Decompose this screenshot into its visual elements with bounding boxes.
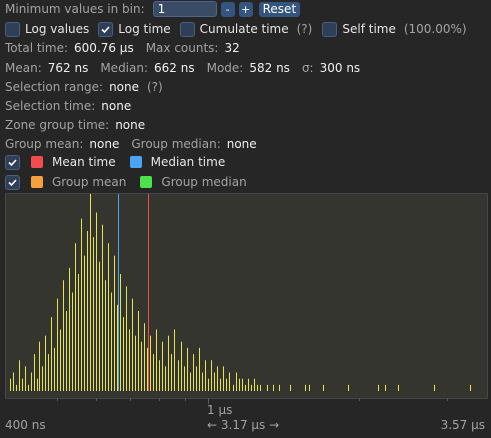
selection-time-value: none bbox=[101, 99, 132, 113]
min-values-label: Minimum values in bin: bbox=[5, 2, 145, 16]
group-stats-row: Group mean: none Group median: none bbox=[5, 135, 257, 153]
selection-range-label: Selection range: bbox=[5, 80, 104, 94]
zone-group-time-row: Zone group time: none bbox=[5, 116, 145, 134]
mode-value: 582 ns bbox=[249, 61, 290, 75]
selection-range-row: Selection range: none (?) bbox=[5, 78, 163, 96]
sigma-value: 300 ns bbox=[319, 61, 361, 75]
zone-group-time-label: Zone group time: bbox=[5, 118, 110, 132]
log-values-toggle[interactable]: Log values bbox=[5, 21, 90, 37]
mean-time-swatch bbox=[31, 156, 43, 168]
selection-time-row: Selection time: none bbox=[5, 97, 131, 115]
self-time-label: Self time bbox=[342, 22, 396, 36]
mode-label: Mode: bbox=[206, 61, 244, 75]
group-mean-legend-label: Group mean bbox=[52, 175, 127, 189]
group-median-swatch bbox=[140, 176, 153, 188]
axis-minor-tick bbox=[130, 398, 131, 401]
increment-button[interactable]: + bbox=[238, 1, 253, 17]
axis-minor-tick bbox=[359, 398, 360, 401]
axis-min-label: 400 ns bbox=[5, 418, 46, 432]
group-mean-value: none bbox=[89, 137, 120, 151]
legend-row-group: Group mean Group median bbox=[5, 173, 247, 191]
median-label: Median: bbox=[100, 61, 149, 75]
axis-mid-label: 1 µs bbox=[207, 403, 233, 417]
sigma-label: σ: bbox=[301, 61, 314, 75]
group-median-legend-label: Group median bbox=[161, 175, 247, 189]
axis-major-tick bbox=[208, 398, 209, 404]
median-time-swatch bbox=[129, 156, 142, 168]
min-values-input[interactable]: 1 bbox=[152, 1, 217, 17]
axis-minor-tick bbox=[447, 398, 448, 401]
log-values-label: Log values bbox=[25, 22, 90, 36]
cumulate-time-toggle[interactable]: Cumulate time bbox=[179, 21, 289, 37]
selection-range-help-icon[interactable]: (?) bbox=[147, 80, 163, 94]
axis-minor-tick bbox=[185, 398, 186, 401]
cumulate-time-checkbox[interactable] bbox=[179, 21, 195, 37]
legend-row-time: Mean time Median time bbox=[5, 153, 225, 171]
log-values-checkbox[interactable] bbox=[5, 21, 20, 37]
log-time-label: Log time bbox=[118, 22, 171, 36]
total-time-value: 600.76 µs bbox=[74, 41, 134, 55]
log-time-toggle[interactable]: Log time bbox=[98, 21, 171, 37]
group-mean-checkbox[interactable] bbox=[5, 174, 20, 190]
max-counts-label: Max counts: bbox=[145, 41, 219, 55]
group-median-value: none bbox=[226, 137, 257, 151]
decrement-button[interactable]: - bbox=[220, 1, 235, 17]
self-time-percentage: (100.00%) bbox=[403, 22, 467, 36]
self-time-toggle[interactable]: Self time bbox=[322, 21, 396, 37]
group-mean-swatch bbox=[31, 176, 43, 188]
reset-button[interactable]: Reset bbox=[258, 1, 301, 17]
total-time-label: Total time: bbox=[5, 41, 68, 55]
cumulate-time-label: Cumulate time bbox=[199, 22, 289, 36]
mean-value: 762 ns bbox=[47, 61, 89, 75]
min-values-row: Minimum values in bin: 1 - + Reset bbox=[5, 0, 301, 18]
axis-minor-tick bbox=[159, 398, 160, 401]
axis-range-label: ← 3.17 µs → bbox=[207, 418, 280, 432]
mean-time-checkbox[interactable] bbox=[5, 154, 20, 170]
mean-label: Mean: bbox=[5, 61, 42, 75]
cumulate-help-icon[interactable]: (?) bbox=[296, 22, 313, 36]
totals-row: Total time: 600.76 µs Max counts: 32 bbox=[5, 39, 240, 57]
options-row: Log values Log time Cumulate time (?) Se… bbox=[5, 20, 467, 38]
selection-time-label: Selection time: bbox=[5, 99, 96, 113]
axis-minor-tick bbox=[57, 398, 58, 401]
group-median-label: Group median: bbox=[131, 137, 221, 151]
median-value: 662 ns bbox=[154, 61, 195, 75]
stats-row: Mean: 762 ns Median: 662 ns Mode: 582 ns… bbox=[5, 59, 360, 77]
log-time-checkbox[interactable] bbox=[98, 21, 114, 37]
axis-minor-tick bbox=[96, 398, 97, 401]
mean-time-label: Mean time bbox=[52, 155, 116, 169]
zone-group-time-value: none bbox=[115, 118, 146, 132]
self-time-checkbox[interactable] bbox=[322, 21, 338, 37]
histogram-plot[interactable] bbox=[5, 193, 488, 399]
histogram-svg bbox=[10, 194, 471, 391]
axis-max-label: 3.57 µs bbox=[440, 418, 485, 432]
max-counts-value: 32 bbox=[224, 41, 240, 55]
median-time-label: Median time bbox=[150, 155, 226, 169]
selection-range-value: none bbox=[109, 80, 139, 94]
group-mean-label: Group mean: bbox=[5, 137, 84, 151]
